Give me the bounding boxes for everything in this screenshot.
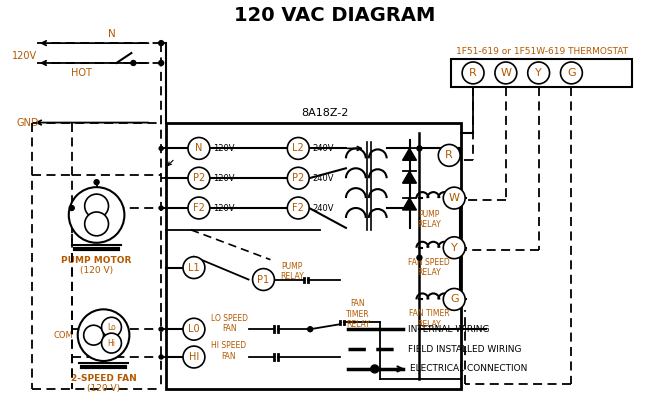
Text: FAN
TIMER
RELAY: FAN TIMER RELAY <box>346 300 370 329</box>
Circle shape <box>417 255 422 260</box>
Text: 240V: 240V <box>312 204 334 212</box>
Text: F2: F2 <box>292 203 304 213</box>
Circle shape <box>159 206 163 210</box>
Circle shape <box>159 355 163 359</box>
Text: HI: HI <box>189 352 199 362</box>
Text: 120V: 120V <box>213 174 234 183</box>
Circle shape <box>188 137 210 159</box>
Circle shape <box>131 60 136 65</box>
Polygon shape <box>403 198 417 210</box>
Text: 240V: 240V <box>312 174 334 183</box>
Text: F2: F2 <box>193 203 205 213</box>
Circle shape <box>561 62 582 84</box>
Text: N: N <box>195 143 202 153</box>
Circle shape <box>183 257 205 279</box>
Circle shape <box>84 325 104 345</box>
Text: L0: L0 <box>188 324 200 334</box>
Text: R: R <box>446 150 453 160</box>
Circle shape <box>308 327 313 332</box>
Text: Y: Y <box>535 68 542 78</box>
Bar <box>166 123 461 389</box>
Polygon shape <box>403 171 417 183</box>
Circle shape <box>371 365 379 373</box>
Circle shape <box>69 187 125 243</box>
Circle shape <box>188 167 210 189</box>
Circle shape <box>287 197 309 219</box>
Text: L2: L2 <box>292 143 304 153</box>
Circle shape <box>159 41 163 46</box>
Text: W: W <box>500 68 511 78</box>
Circle shape <box>188 197 210 219</box>
Circle shape <box>159 60 163 65</box>
Circle shape <box>417 146 422 151</box>
Circle shape <box>84 194 109 218</box>
Circle shape <box>102 333 121 353</box>
Text: Hi: Hi <box>107 339 115 348</box>
Circle shape <box>159 146 163 150</box>
Circle shape <box>528 62 549 84</box>
Text: G: G <box>567 68 576 78</box>
Circle shape <box>287 167 309 189</box>
Polygon shape <box>403 148 417 160</box>
Circle shape <box>287 137 309 159</box>
Circle shape <box>159 327 163 331</box>
Text: PUMP MOTOR: PUMP MOTOR <box>62 256 132 265</box>
Text: 1F51-619 or 1F51W-619 THERMOSTAT: 1F51-619 or 1F51W-619 THERMOSTAT <box>456 47 628 56</box>
Text: 240V: 240V <box>312 144 334 153</box>
Text: HI SPEED
FAN: HI SPEED FAN <box>211 341 246 361</box>
Text: L1: L1 <box>188 263 200 273</box>
Circle shape <box>94 180 99 185</box>
Text: INTERNAL WIRING: INTERNAL WIRING <box>407 325 489 334</box>
Bar <box>451 59 632 87</box>
Circle shape <box>462 62 484 84</box>
Text: P1: P1 <box>257 274 269 285</box>
Text: FAN SPEED
RELAY: FAN SPEED RELAY <box>409 258 450 277</box>
Circle shape <box>69 206 74 210</box>
Text: (120 V): (120 V) <box>80 266 113 275</box>
Text: FAN TIMER
RELAY: FAN TIMER RELAY <box>409 309 450 329</box>
Text: HOT: HOT <box>71 68 92 78</box>
Text: COM: COM <box>54 331 74 340</box>
Text: Lo: Lo <box>107 323 116 332</box>
Circle shape <box>183 318 205 340</box>
Circle shape <box>438 145 460 166</box>
Text: P2: P2 <box>193 173 205 183</box>
Text: (120 V): (120 V) <box>87 384 120 393</box>
Circle shape <box>495 62 517 84</box>
Text: 8A18Z-2: 8A18Z-2 <box>302 108 349 118</box>
Circle shape <box>102 317 121 337</box>
Text: R: R <box>469 68 477 78</box>
Circle shape <box>183 346 205 368</box>
Text: P2: P2 <box>292 173 304 183</box>
Text: 2-SPEED FAN: 2-SPEED FAN <box>70 374 137 383</box>
Circle shape <box>253 269 275 290</box>
Text: 120V: 120V <box>213 144 234 153</box>
Text: 120V: 120V <box>213 204 234 212</box>
Text: FIELD INSTALLED WIRING: FIELD INSTALLED WIRING <box>407 344 521 354</box>
Circle shape <box>78 309 129 361</box>
Circle shape <box>444 187 465 209</box>
Text: PUMP
RELAY: PUMP RELAY <box>280 262 304 281</box>
Text: Y: Y <box>451 243 458 253</box>
Text: N: N <box>108 29 115 39</box>
Text: 120V: 120V <box>12 51 38 61</box>
Circle shape <box>84 212 109 236</box>
Text: GND: GND <box>16 118 39 127</box>
Text: LO SPEED
FAN: LO SPEED FAN <box>211 313 248 333</box>
Text: 120 VAC DIAGRAM: 120 VAC DIAGRAM <box>234 6 436 25</box>
Text: G: G <box>450 295 458 304</box>
Text: W: W <box>449 193 460 203</box>
Text: PUMP
RELAY: PUMP RELAY <box>417 210 442 229</box>
Circle shape <box>444 288 465 310</box>
Circle shape <box>444 237 465 259</box>
Text: ELECTRICAL CONNECTION: ELECTRICAL CONNECTION <box>409 365 527 373</box>
